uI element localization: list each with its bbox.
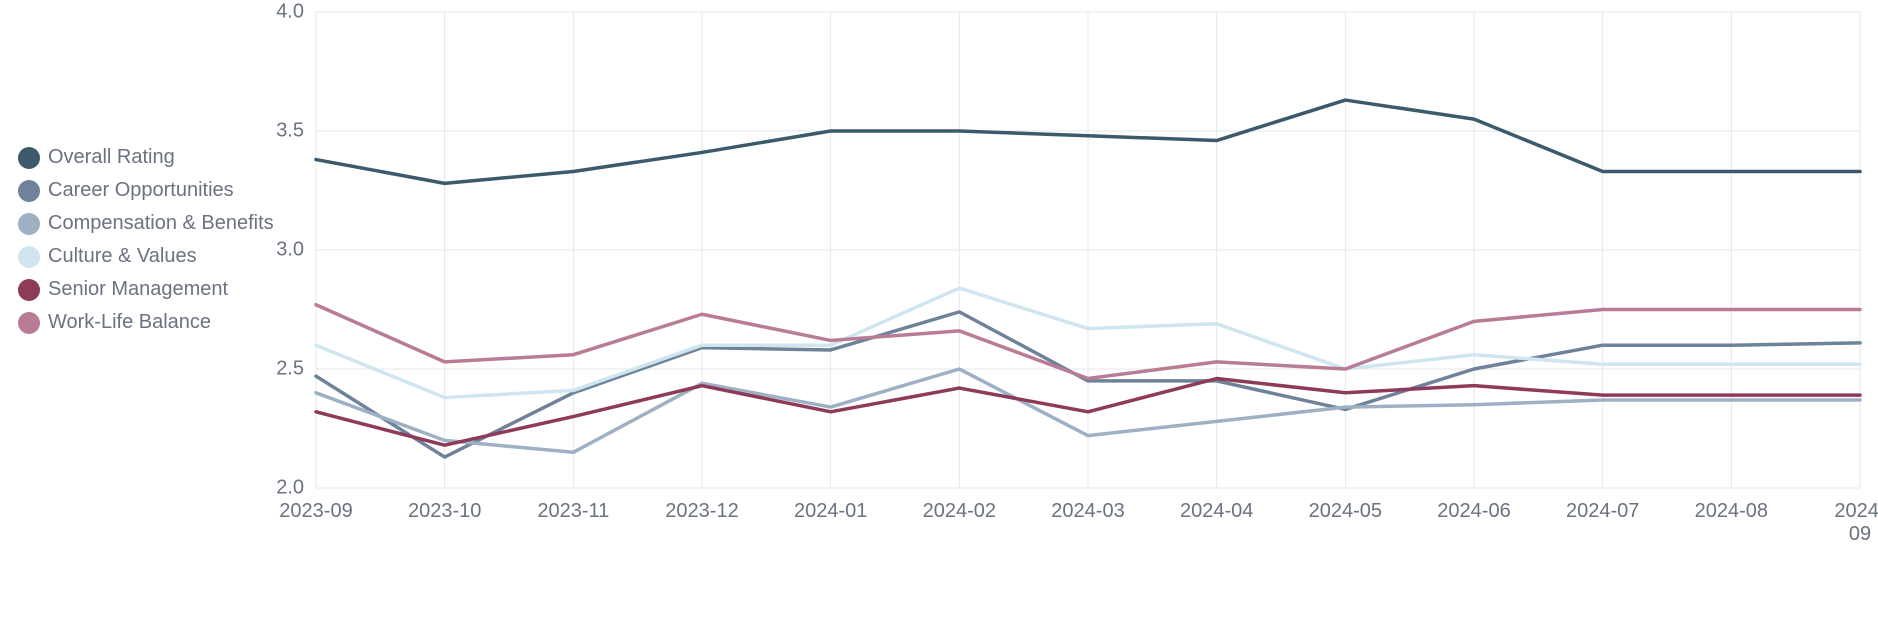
x-tick-label: 2024-06 (1437, 500, 1510, 523)
x-tick-label: 2024-02 (923, 500, 996, 523)
ratings-line-chart: Overall RatingCareer OpportunitiesCompen… (0, 0, 1878, 630)
chart-grid (316, 12, 1860, 488)
x-tick-label: 2024-01 (794, 500, 867, 523)
y-tick-label: 2.0 (244, 477, 304, 500)
x-tick-label: 2024-07 (1566, 500, 1639, 523)
y-tick-label: 3.5 (244, 120, 304, 143)
y-tick-label: 2.5 (244, 358, 304, 381)
x-tick-label: 2024-08 (1695, 500, 1768, 523)
x-tick-label: 2023-12 (665, 500, 738, 523)
chart-plot-area (0, 0, 1878, 630)
x-tick-label: 2024-09 (1834, 500, 1878, 546)
x-tick-label: 2024-03 (1051, 500, 1124, 523)
x-tick-label: 2024-05 (1309, 500, 1382, 523)
y-tick-label: 4.0 (244, 1, 304, 24)
x-tick-label: 2023-10 (408, 500, 481, 523)
y-tick-label: 3.0 (244, 239, 304, 262)
x-tick-label: 2023-09 (279, 500, 352, 523)
x-tick-label: 2023-11 (537, 500, 609, 523)
x-tick-label: 2024-04 (1180, 500, 1253, 523)
